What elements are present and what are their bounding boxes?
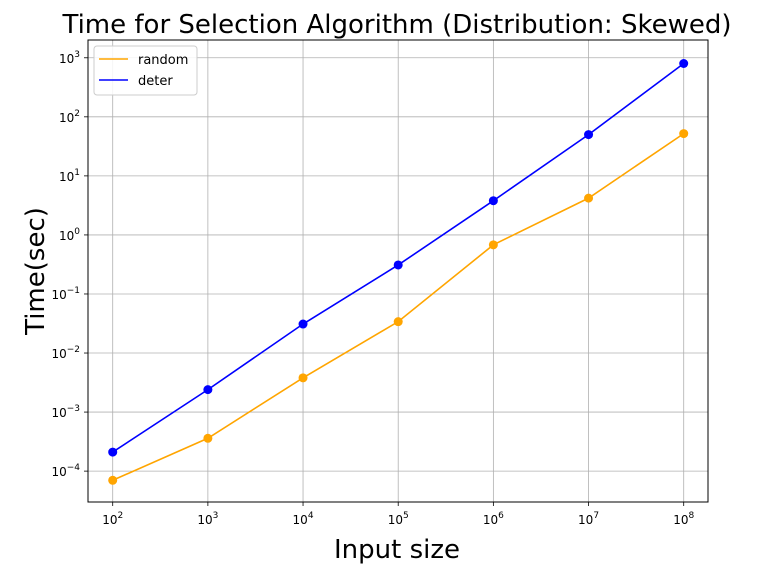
x-tick-label: 103 bbox=[197, 511, 218, 527]
chart-title: Time for Selection Algorithm (Distributi… bbox=[62, 10, 732, 40]
y-tick-label: 101 bbox=[59, 168, 80, 184]
x-tick-label-base: 10 bbox=[483, 513, 498, 527]
x-tick-label-base: 10 bbox=[293, 513, 308, 527]
x-tick-label-exponent: 6 bbox=[498, 511, 504, 521]
x-tick-label-exponent: 5 bbox=[403, 511, 409, 521]
y-tick-label: 10−1 bbox=[51, 286, 80, 302]
y-tick-label: 10−3 bbox=[51, 404, 80, 420]
x-axis-label: Input size bbox=[334, 535, 460, 565]
ticks: 102 103 104 105 106 107 10810−410−310−210−1100… bbox=[51, 50, 694, 527]
y-tick-label: 10−4 bbox=[51, 463, 80, 479]
x-tick-label: 104 bbox=[293, 511, 314, 527]
x-tick-label: 107 bbox=[578, 511, 599, 527]
legend-label-random: random bbox=[138, 53, 188, 68]
x-tick-label-exponent: 3 bbox=[213, 511, 219, 521]
data-point-deter bbox=[108, 447, 118, 457]
y-tick-label-exponent: 2 bbox=[74, 109, 80, 119]
data-point-random bbox=[203, 433, 213, 443]
data-point-deter bbox=[584, 130, 594, 140]
x-tick-label-base: 10 bbox=[197, 513, 212, 527]
x-tick-label: 102 bbox=[102, 511, 123, 527]
y-tick-label-exponent: −4 bbox=[67, 463, 81, 473]
y-tick-label-exponent: 3 bbox=[74, 50, 80, 60]
data-point-random bbox=[679, 129, 689, 139]
data-point-random bbox=[584, 193, 594, 203]
data-point-random bbox=[108, 475, 118, 485]
data-point-deter bbox=[393, 260, 403, 270]
series-group bbox=[108, 58, 689, 485]
y-tick-label-exponent: 0 bbox=[74, 227, 80, 237]
y-tick-label-base: 10 bbox=[51, 406, 66, 420]
y-axis-label: Time(sec) bbox=[21, 207, 51, 336]
y-tick-label-base: 10 bbox=[59, 52, 74, 66]
y-tick-label-base: 10 bbox=[59, 170, 74, 184]
legend-label-deter: deter bbox=[138, 74, 173, 89]
y-tick-label: 103 bbox=[59, 50, 80, 66]
y-tick-label: 10−2 bbox=[51, 345, 80, 361]
y-tick-label-exponent: −3 bbox=[67, 404, 80, 414]
x-tick-label-base: 10 bbox=[578, 513, 593, 527]
data-point-deter bbox=[203, 385, 213, 395]
x-tick-label-base: 10 bbox=[673, 513, 688, 527]
y-tick-label-base: 10 bbox=[59, 229, 74, 243]
x-tick-label-exponent: 4 bbox=[308, 511, 314, 521]
y-tick-label: 102 bbox=[59, 109, 80, 125]
y-tick-label-base: 10 bbox=[51, 465, 66, 479]
y-tick-label-exponent: 1 bbox=[74, 168, 80, 178]
data-point-deter bbox=[488, 196, 498, 206]
x-tick-label-exponent: 2 bbox=[117, 511, 123, 521]
legend: random deter bbox=[93, 45, 198, 96]
data-point-deter bbox=[298, 319, 308, 329]
y-tick-label-base: 10 bbox=[51, 288, 66, 302]
data-point-random bbox=[393, 317, 403, 327]
y-tick-label-base: 10 bbox=[51, 347, 66, 361]
x-tick-label-base: 10 bbox=[388, 513, 403, 527]
y-tick-label-exponent: −2 bbox=[67, 345, 80, 355]
x-tick-label-exponent: 8 bbox=[688, 511, 694, 521]
x-tick-label-base: 10 bbox=[102, 513, 117, 527]
data-point-random bbox=[488, 240, 498, 250]
x-tick-label-exponent: 7 bbox=[593, 511, 599, 521]
x-tick-label: 108 bbox=[673, 511, 694, 527]
y-tick-label: 100 bbox=[59, 227, 80, 243]
y-tick-label-base: 10 bbox=[59, 111, 74, 125]
y-tick-label-exponent: −1 bbox=[67, 286, 80, 296]
grid bbox=[88, 40, 708, 502]
data-point-random bbox=[298, 373, 308, 383]
x-tick-label: 106 bbox=[483, 511, 504, 527]
x-tick-label: 105 bbox=[388, 511, 409, 527]
data-point-deter bbox=[679, 58, 689, 68]
